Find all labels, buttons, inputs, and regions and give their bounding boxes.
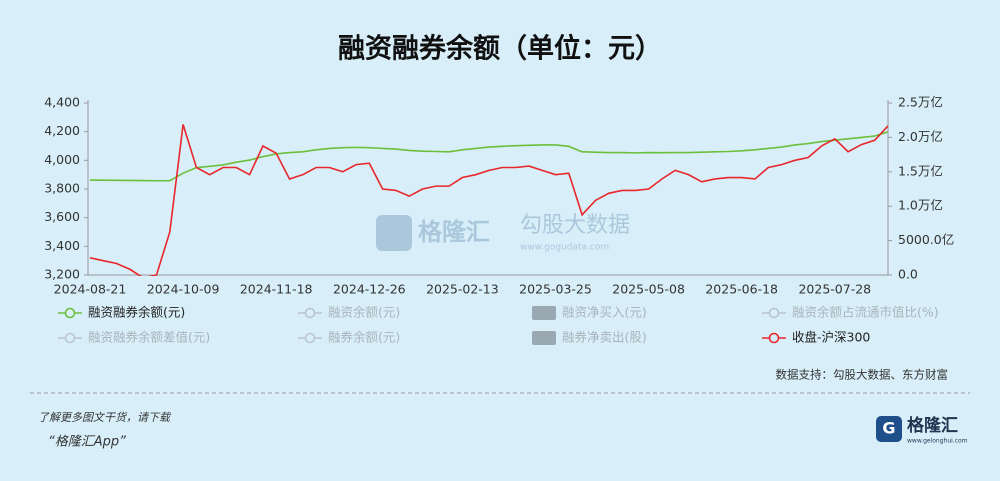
logo-text: 格隆汇 — [907, 415, 958, 436]
watermark: 格隆汇 勾股大数据 www.gogudata.com — [376, 213, 630, 253]
legend: 融资融券余额(元) 融资余额(元) 融资净买入(元) 融资余额占流通市值比(%) 融资融… — [58, 305, 939, 345]
legend-swatch — [532, 331, 556, 345]
legend-swatch-dot — [304, 332, 316, 344]
legend-label: 融资余额占流通市值比(%) — [792, 305, 939, 320]
x-tick-label: 2025-02-13 — [426, 282, 499, 297]
legend-swatch — [532, 306, 556, 320]
watermark-text: 勾股大数据 — [520, 213, 630, 238]
legend-swatch-dot — [304, 307, 316, 319]
y-tick-label: 3,800 — [44, 181, 80, 196]
legend-label: 融资余额(元) — [328, 305, 400, 320]
chart-title: 融资融券余额（单位：元） — [338, 33, 662, 65]
x-tick-label: 2024-11-18 — [240, 282, 313, 297]
legend-swatch-dot — [768, 307, 780, 319]
x-tick-label: 2024-10-09 — [147, 282, 220, 297]
legend-swatch-dot — [768, 332, 780, 344]
series-line — [89, 124, 889, 276]
x-tick-label: 2025-07-28 — [798, 282, 871, 297]
watermark-text: 格隆汇 — [418, 218, 490, 246]
legend-label: 融资融券余额(元) — [88, 305, 185, 320]
watermark-icon — [376, 215, 412, 251]
y2-tick-label: 2.5万亿 — [898, 95, 943, 110]
series-line — [89, 131, 889, 182]
y2-tick-label: 1.0万亿 — [898, 198, 943, 213]
x-tick-label: 2025-05-08 — [612, 282, 685, 297]
y-tick-label: 4,200 — [44, 123, 80, 138]
legend-label: 融券净卖出(股) — [562, 330, 647, 345]
y-tick-label: 3,400 — [44, 238, 80, 253]
source: 数据支持：勾股大数据、东方财富 — [776, 368, 949, 382]
x-tick-label: 2025-03-25 — [519, 282, 592, 297]
legend-label: 收盘-沪深300 — [792, 330, 870, 345]
logo-url: www.gelonghui.com — [907, 438, 968, 445]
y2-tick-label: 0.0 — [898, 267, 918, 282]
y2-tick-label: 5000.0亿 — [898, 232, 954, 247]
legend-label: 融资融券余额差值(元) — [88, 330, 210, 345]
y-tick-label: 4,000 — [44, 152, 80, 167]
y-tick-label: 3,200 — [44, 267, 80, 282]
legend-label: 融资净买入(元) — [562, 305, 647, 320]
legend-label: 融券余额(元) — [328, 330, 400, 345]
footer-note: 了解更多图文干货，请下载 — [38, 411, 172, 424]
legend-swatch-dot — [64, 307, 76, 319]
y-tick-label: 4,400 — [44, 95, 80, 110]
x-tick-label: 2024-12-26 — [333, 282, 406, 297]
logo-mark: G — [882, 419, 895, 438]
footer-app: “格隆汇App” — [48, 435, 126, 450]
x-tick-label: 2025-06-18 — [705, 282, 778, 297]
watermark-text: www.gogudata.com — [520, 243, 609, 253]
y2-tick-label: 1.5万亿 — [898, 163, 943, 178]
x-tick-label: 2024-08-21 — [54, 282, 127, 297]
logo-icon — [876, 416, 902, 442]
plot — [89, 124, 889, 276]
legend-swatch-dot — [64, 332, 76, 344]
y-tick-label: 3,600 — [44, 209, 80, 224]
y2-tick-label: 2.0万亿 — [898, 129, 943, 144]
